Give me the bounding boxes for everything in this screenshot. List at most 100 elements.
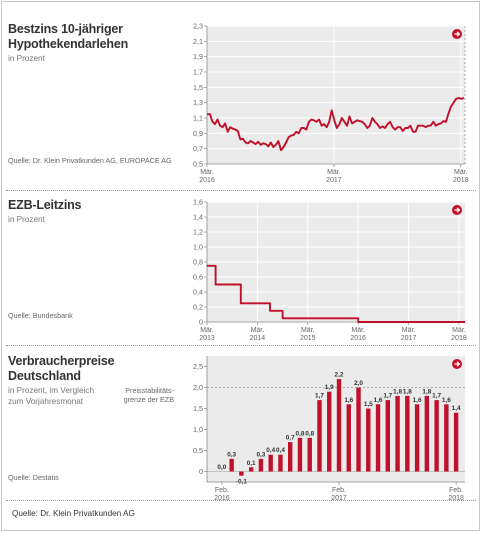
panel-title: Bestzins 10-jähriger Hypothekendarlehen [8,22,128,52]
data-point [404,127,406,129]
bar-value-label: 0,3 [227,451,236,458]
bar-value-label: 0,8 [296,430,305,437]
bar-value-label: 1,8 [403,388,412,395]
ecb-threshold-note-line: Preisstabilitäts- [125,386,174,395]
data-point [409,125,411,127]
y-tick-label: 0,8 [193,258,203,267]
x-tick-label: 2014 [250,335,266,342]
x-tick-label: Mär. [351,327,365,334]
y-tick-label: 0,6 [193,273,203,282]
data-point [313,119,315,121]
data-point [341,117,343,119]
data-point [224,122,226,124]
data-point [211,121,213,123]
data-point [415,131,417,133]
bar-value-label: 0,4 [266,447,275,454]
data-point [336,127,338,129]
data-point [283,146,285,148]
panel-title-line: Verbraucherpreise [8,354,115,368]
data-point [222,126,224,128]
data-point [270,142,272,144]
data-point [394,129,396,130]
bar [307,437,312,472]
bar [317,400,322,472]
data-point [364,123,366,125]
bar-value-label: 1,6 [374,397,383,404]
y-tick-label: 2,1 [193,37,203,46]
data-point [331,109,333,111]
y-tick-label: 1,1 [193,114,203,123]
data-point [247,142,249,144]
data-point [407,127,409,129]
bar [278,454,283,472]
data-point [206,113,208,115]
bar [434,400,439,472]
series-line [207,264,465,323]
y-tick-label: 0 [199,467,203,476]
data-point [371,117,373,119]
y-tick-label: 1,9 [193,52,203,61]
x-tick-label: Feb. [449,487,463,494]
y-tick-label: 1,5 [193,83,203,92]
bar-value-label: 0,3 [256,451,265,458]
y-tick-label: 0,4 [193,288,203,297]
data-point [379,127,381,129]
x-tick-label: 2018 [448,495,464,502]
y-tick-label: 0 [199,318,203,327]
x-tick-label: 2017 [331,495,347,502]
plot-background [207,356,465,482]
y-tick-label: 0,9 [193,129,203,138]
panel-divider [6,500,476,501]
bar [424,395,430,472]
open-arrow-icon[interactable] [452,29,462,39]
data-point [351,122,353,124]
data-point [227,131,229,133]
bar-value-label: 0,7 [286,435,295,442]
data-point [448,112,450,114]
data-point [349,115,351,117]
x-tick-label: 2018 [453,177,469,184]
bar [356,387,361,472]
y-tick-label: 2,5 [193,362,203,371]
data-point [316,121,318,123]
y-tick-label: 0,5 [193,160,203,169]
data-point [321,125,323,127]
bar [444,404,449,472]
data-point [326,126,328,128]
bar [414,404,420,472]
data-point [361,121,363,123]
data-point [269,302,271,304]
bar [385,400,390,472]
data-point [303,127,305,129]
bar-value-label: 0,8 [305,430,314,437]
data-point [460,98,462,100]
bar [405,395,410,472]
open-arrow-icon[interactable] [452,359,462,369]
open-arrow-icon[interactable] [452,205,462,215]
bar [395,395,400,472]
data-point [275,144,277,146]
bar-value-label: 1,6 [413,397,422,404]
data-point [305,129,307,130]
data-point [242,138,244,140]
data-point [285,142,287,144]
data-point [354,121,356,123]
panel-title-line: Deutschland [8,369,81,383]
data-point [387,123,389,125]
data-point [215,284,217,285]
x-tick-label: 2016 [350,335,366,342]
bar-value-label: 0,0 [217,464,226,471]
data-point [343,121,345,123]
bar [288,442,293,472]
panel-title-line: EZB-Leitzins [8,198,82,212]
data-point [346,125,348,127]
y-tick-label: 1,6 [193,198,203,207]
data-point [425,126,427,128]
panel-source: Quelle: Destatis [8,473,59,482]
chart-mortgage-rate: 0,5 0,7 0,9 1,1 1,3 1,5 1,7 1,9 2,1 2,3 Mär. 2016 Mä… [185,18,473,186]
y-tick-label: 1,5 [193,404,203,413]
data-point [458,97,460,99]
bar-value-label: 0,1 [247,460,256,467]
x-tick-label: Feb. [215,487,229,494]
data-point [455,98,457,100]
